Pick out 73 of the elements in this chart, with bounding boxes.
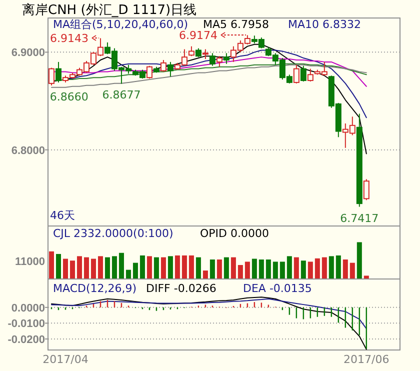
annotation: MA10 6.8332: [288, 18, 361, 31]
annotation: 6.9174: [179, 29, 218, 42]
annotation: MACD(12,26,9): [53, 282, 137, 295]
bar: [104, 257, 110, 279]
bar: [196, 257, 201, 279]
bar: [266, 259, 271, 279]
bar: [364, 276, 369, 279]
bar: [174, 255, 180, 279]
bar: [252, 258, 257, 279]
bar: [230, 257, 236, 279]
bar: [336, 255, 341, 279]
bar: [62, 258, 68, 279]
annotation: 6.8660: [50, 90, 88, 104]
bar: [182, 255, 187, 279]
bar: [188, 255, 194, 279]
bar: [308, 262, 313, 279]
x-tick-label: 2017/04: [42, 353, 88, 366]
bar: [126, 270, 131, 279]
bar: [328, 256, 334, 279]
x-tick-label: 2017/06: [344, 353, 390, 366]
bar: [98, 256, 103, 279]
bar: [314, 258, 320, 279]
bar: [160, 257, 166, 279]
bar: [224, 257, 229, 279]
bar: [300, 260, 306, 279]
y-tick-label: 6.8000: [11, 144, 45, 157]
line-series: [51, 296, 367, 350]
bar: [356, 242, 362, 279]
bar: [286, 256, 292, 279]
bar: [112, 256, 117, 279]
candlestick: [356, 113, 362, 208]
annotation: DEA -0.0135: [243, 282, 312, 295]
bar: [140, 255, 145, 279]
bar: [202, 270, 208, 279]
text: OPID 0.0000: [200, 227, 269, 240]
line-series: [51, 64, 367, 88]
y-tick-label: -0.0100: [8, 318, 45, 330]
annotation: 6.8677: [102, 88, 141, 102]
bar: [90, 258, 96, 279]
bar: [84, 257, 89, 279]
bar: [258, 259, 264, 279]
bar: [56, 254, 61, 279]
y-tick-label: 6.9000: [11, 47, 45, 60]
bar: [146, 256, 152, 279]
annotation: DIFF -0.0266: [146, 282, 216, 295]
line-series: [51, 298, 367, 330]
bar: [294, 257, 299, 279]
bar: [76, 256, 82, 279]
annotation: MA5 6.7958: [203, 18, 269, 31]
chart-title: 离岸CNH (外汇_D 1117)日线: [22, 2, 197, 18]
bar: [216, 259, 222, 279]
annotation: 46天: [50, 209, 75, 222]
annotation: 6.9143: [50, 32, 88, 45]
bar: [272, 262, 278, 279]
bar: [132, 262, 138, 279]
bar: [280, 262, 285, 279]
text: CJL 2332.0000(0:100): [53, 227, 174, 240]
bar: [342, 259, 348, 279]
annotation: MA组合(5,10,20,40,60,0): [53, 18, 188, 31]
bar: [118, 252, 124, 279]
bar: [322, 257, 327, 279]
text: 11000: [15, 256, 45, 268]
y-tick-label: -0.0200: [8, 334, 45, 346]
bar: [154, 257, 159, 279]
annotation: 6.7417: [340, 212, 379, 225]
bar: [210, 259, 215, 279]
bar: [70, 260, 75, 279]
bar: [238, 265, 243, 279]
bar: [49, 251, 54, 279]
bar: [244, 262, 250, 279]
bar: [168, 256, 173, 279]
y-tick-label: 0.0000: [11, 302, 45, 314]
bar: [350, 262, 355, 279]
